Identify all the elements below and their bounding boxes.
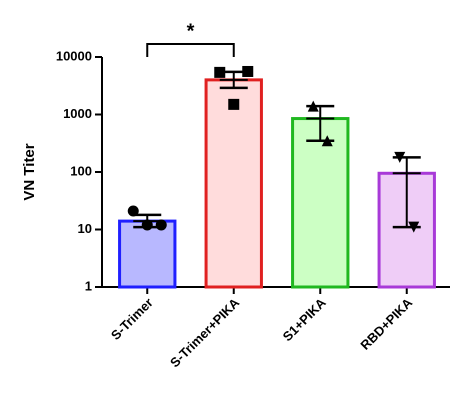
data-point: [394, 151, 406, 163]
data-point: [242, 65, 254, 77]
x-tick-label: S1+PIKA: [280, 295, 330, 345]
bar: [291, 117, 350, 289]
bar: [118, 219, 177, 289]
x-tick-label: RBD+PIKA: [357, 295, 415, 353]
data-point: [214, 66, 226, 78]
significance-bracket: [146, 43, 235, 57]
y-tick-label: 10000: [56, 48, 92, 63]
data-point: [408, 221, 420, 233]
y-tick-label: 1: [85, 278, 92, 293]
data-point: [127, 205, 139, 217]
x-tick-label: S-Trimer+PIKA: [167, 295, 243, 371]
y-axis-label: VN Titer: [21, 143, 38, 200]
y-tick-label: 10: [78, 221, 92, 236]
y-tick-label: 1000: [63, 106, 92, 121]
data-point: [321, 135, 333, 147]
bar: [204, 78, 263, 289]
data-point: [141, 219, 153, 231]
y-tick-label: 100: [70, 163, 92, 178]
x-tick-label: S-Trimer: [108, 295, 156, 343]
data-point: [155, 219, 167, 231]
significance-label: *: [187, 20, 195, 42]
data-point: [228, 98, 240, 110]
data-point: [307, 100, 319, 112]
